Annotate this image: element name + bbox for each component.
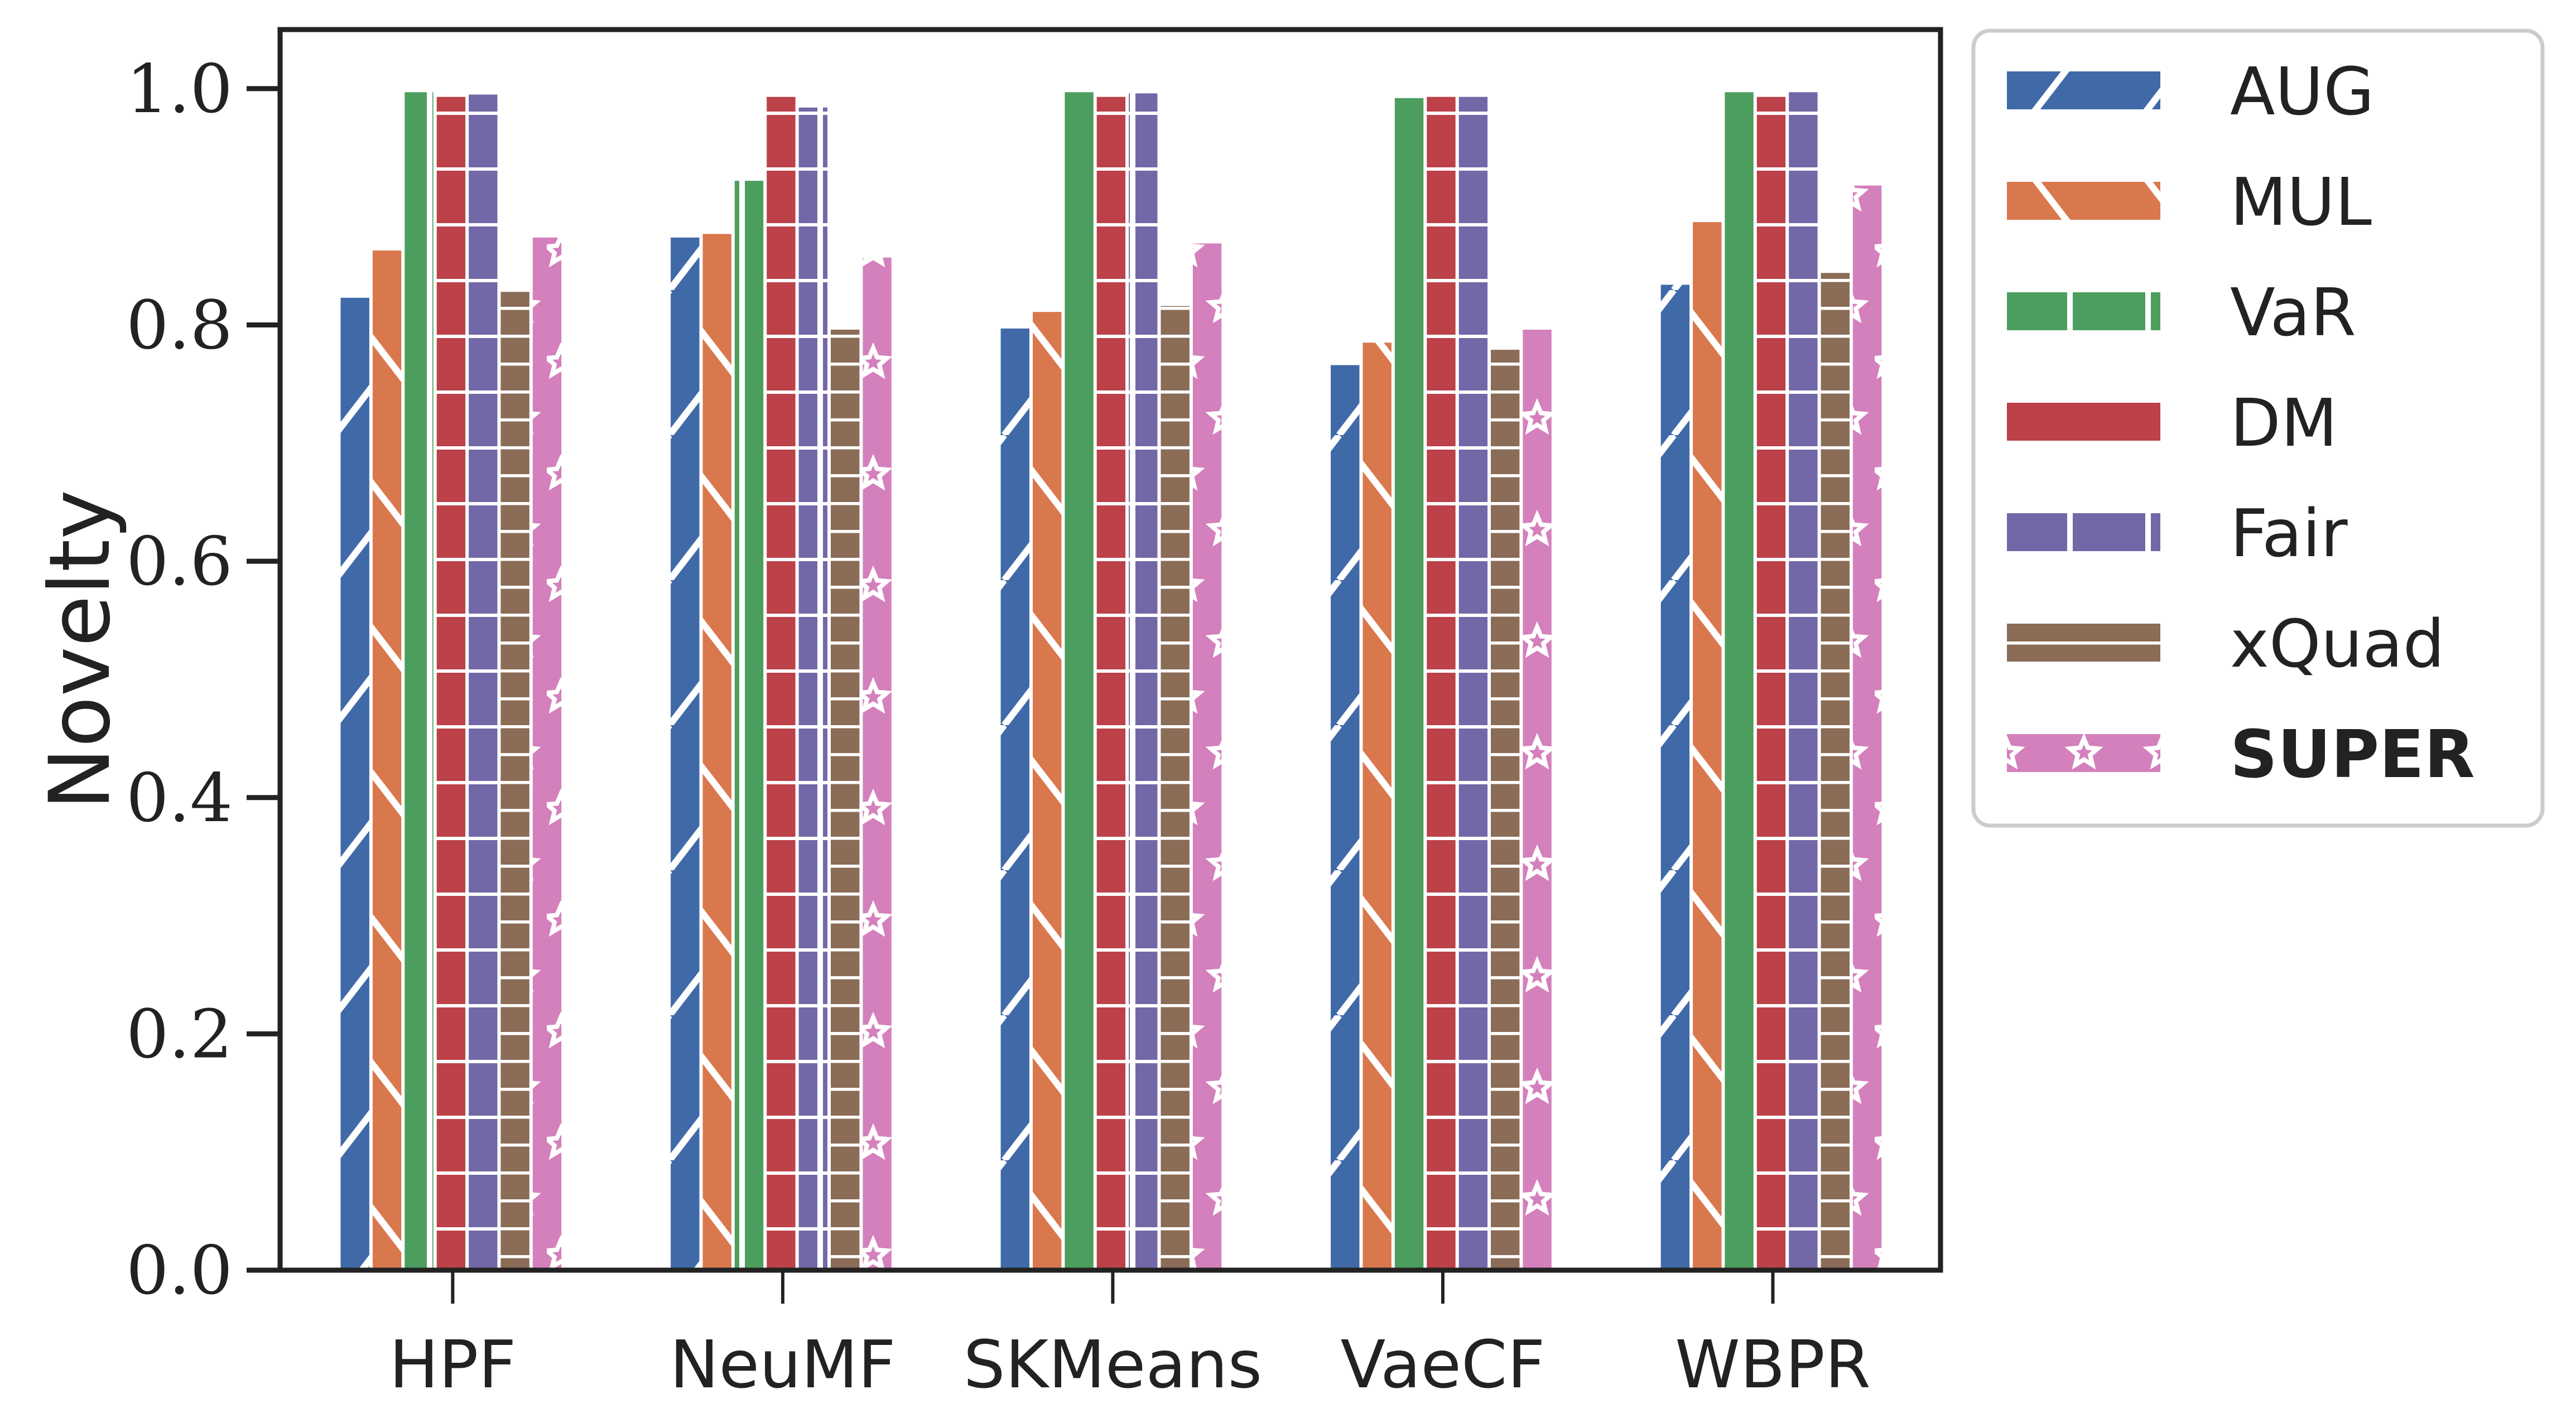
bar-xquad-vaecf bbox=[1491, 350, 1520, 1270]
bar-fair-neumf bbox=[798, 107, 827, 1270]
bar-super-skmeans bbox=[1192, 243, 1222, 1270]
y-tick-label: 1.0 bbox=[126, 51, 233, 128]
y-tick-label: 0.4 bbox=[126, 760, 233, 837]
bar-aug-neumf bbox=[671, 237, 700, 1270]
plot-frame bbox=[277, 27, 1943, 1273]
bar-mul-vaecf bbox=[1362, 343, 1391, 1270]
x-tick-label: VaeCF bbox=[1341, 1326, 1545, 1403]
legend-swatch-var bbox=[2007, 292, 2160, 330]
bar-var-neumf bbox=[734, 181, 764, 1271]
bar-dm-wbpr bbox=[1756, 97, 1786, 1271]
bar-xquad-hpf bbox=[500, 292, 529, 1271]
x-axis: HPF NeuMF SKMeans VaeCF WBPR bbox=[389, 1270, 1871, 1403]
bar-super-neumf bbox=[863, 257, 892, 1270]
x-tick-label: NeuMF bbox=[670, 1326, 895, 1403]
bar-xquad-neumf bbox=[831, 330, 860, 1270]
bar-fair-hpf bbox=[469, 94, 498, 1270]
legend-label-fair: Fair bbox=[2230, 495, 2348, 572]
bar-dm-neumf bbox=[767, 97, 796, 1271]
x-tick-label: SKMeans bbox=[964, 1326, 1262, 1403]
legend-swatch-dm bbox=[2007, 403, 2160, 441]
bar-xquad-wbpr bbox=[1821, 273, 1850, 1270]
legend-label-var: VaR bbox=[2230, 274, 2356, 351]
legend: AUG MUL VaR DM Fair xQuad SUPER bbox=[1971, 28, 2545, 828]
bar-aug-hpf bbox=[340, 297, 369, 1270]
y-axis: 0.0 0.2 0.4 0.6 0.8 1.0 bbox=[126, 51, 280, 1310]
legend-swatch-mul bbox=[2007, 182, 2160, 220]
y-tick-label: 0.6 bbox=[126, 523, 233, 601]
bar-xquad-skmeans bbox=[1161, 306, 1190, 1270]
y-axis-label: Novelty bbox=[32, 490, 129, 810]
legend-label-mul: MUL bbox=[2230, 163, 2372, 240]
legend-swatch-xquad bbox=[2007, 624, 2160, 662]
bar-dm-hpf bbox=[436, 97, 466, 1271]
bar-var-wbpr bbox=[1725, 92, 1754, 1270]
bar-fair-wbpr bbox=[1789, 92, 1818, 1270]
x-tick-label: HPF bbox=[389, 1326, 516, 1403]
legend-swatch-aug bbox=[2007, 71, 2160, 109]
bar-dm-vaecf bbox=[1427, 97, 1456, 1271]
bar-var-hpf bbox=[405, 92, 434, 1270]
legend-label-dm: DM bbox=[2230, 384, 2338, 461]
bar-aug-wbpr bbox=[1660, 284, 1690, 1270]
bar-super-vaecf bbox=[1523, 330, 1552, 1270]
bar-var-skmeans bbox=[1065, 92, 1094, 1270]
bar-mul-skmeans bbox=[1033, 312, 1062, 1271]
bar-super-wbpr bbox=[1852, 185, 1882, 1271]
legend-label-aug: AUG bbox=[2230, 53, 2375, 130]
legend-swatch-fair bbox=[2007, 513, 2160, 551]
legend-label-super: SUPER bbox=[2230, 716, 2475, 793]
bar-aug-skmeans bbox=[1000, 328, 1029, 1270]
bar-mul-hpf bbox=[372, 250, 402, 1271]
y-tick-label: 0.0 bbox=[126, 1232, 233, 1310]
bar-fair-vaecf bbox=[1458, 97, 1488, 1271]
bars-layer bbox=[340, 92, 1882, 1271]
x-tick-label: WBPR bbox=[1675, 1326, 1871, 1403]
bar-fair-skmeans bbox=[1129, 93, 1158, 1271]
legend-label-xquad: xQuad bbox=[2230, 605, 2445, 682]
bar-super-hpf bbox=[532, 237, 562, 1270]
bar-var-vaecf bbox=[1394, 98, 1424, 1270]
legend-swatch-super bbox=[2007, 734, 2160, 772]
bar-aug-vaecf bbox=[1331, 365, 1360, 1270]
bar-mul-neumf bbox=[702, 234, 731, 1270]
y-tick-label: 0.2 bbox=[126, 996, 233, 1073]
bar-dm-skmeans bbox=[1096, 97, 1126, 1271]
y-tick-label: 0.8 bbox=[126, 287, 233, 365]
bar-mul-wbpr bbox=[1693, 222, 1722, 1271]
